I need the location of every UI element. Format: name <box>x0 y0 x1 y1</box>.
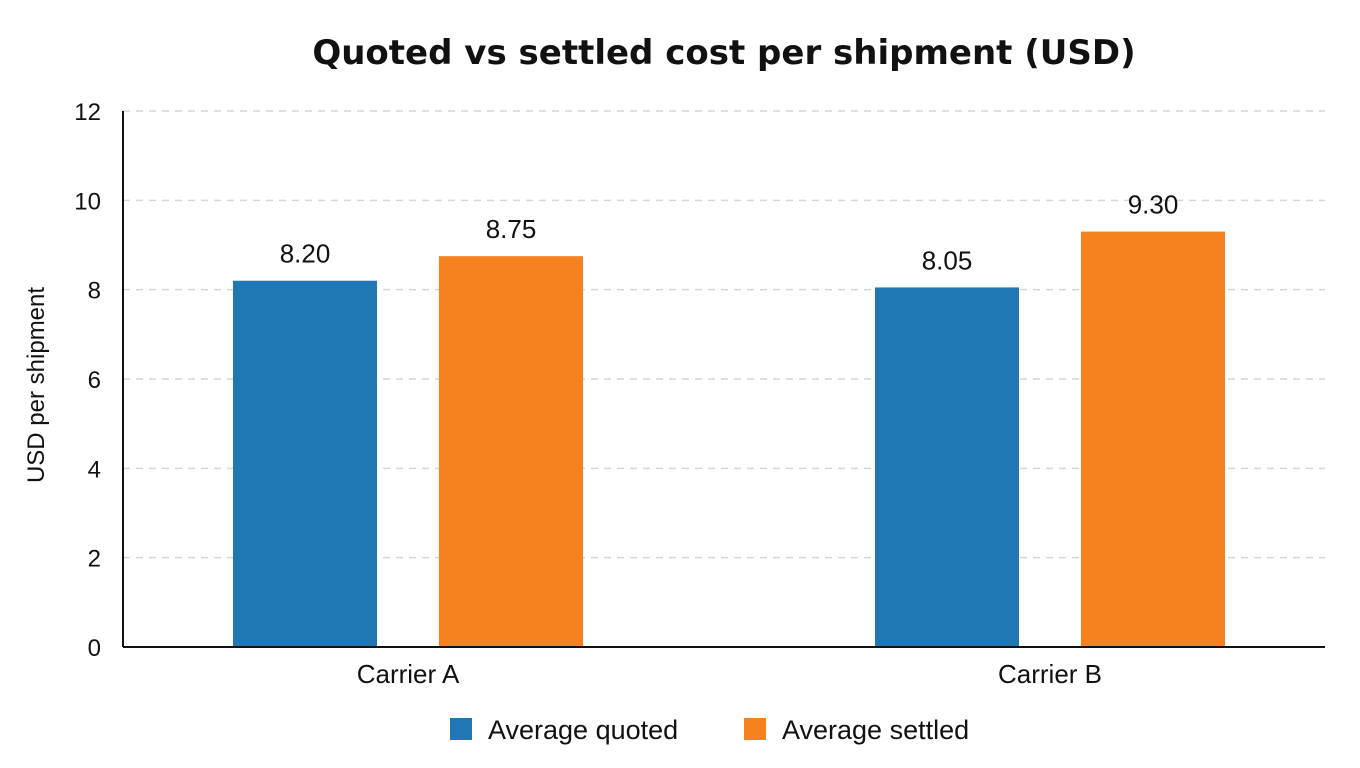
y-axis-label: USD per shipment <box>23 287 50 483</box>
bar <box>875 287 1019 647</box>
legend-swatch <box>450 718 472 740</box>
chart-title: Quoted vs settled cost per shipment (USD… <box>312 33 1135 73</box>
legend-label: Average quoted <box>488 715 678 745</box>
bar-value-label: 8.75 <box>486 214 537 244</box>
legend: Average quoted Average settled <box>450 715 969 745</box>
y-tick-label: 8 <box>88 278 101 305</box>
bar-value-label: 9.30 <box>1128 190 1179 220</box>
legend-label: Average settled <box>782 715 969 745</box>
bar-value-label: 8.05 <box>922 245 973 275</box>
y-tick-label: 12 <box>74 99 101 126</box>
y-tick-label: 6 <box>88 367 101 394</box>
bar <box>233 280 377 647</box>
y-tick-label: 0 <box>88 635 101 662</box>
bar <box>1081 231 1225 647</box>
y-tick-label: 4 <box>88 456 101 483</box>
bar <box>439 256 583 647</box>
x-tick-label: Carrier A <box>357 659 460 689</box>
axes: 0 2 4 6 8 10 12 Carrier A Carrier B <box>74 99 1325 689</box>
legend-swatch <box>744 718 766 740</box>
y-tick-label: 2 <box>88 546 101 573</box>
bar-value-label: 8.20 <box>280 239 331 269</box>
y-tick-label: 10 <box>74 188 101 215</box>
bars: 8.20 8.05 8.75 9.30 <box>233 190 1225 647</box>
x-tick-label: Carrier B <box>998 659 1102 689</box>
